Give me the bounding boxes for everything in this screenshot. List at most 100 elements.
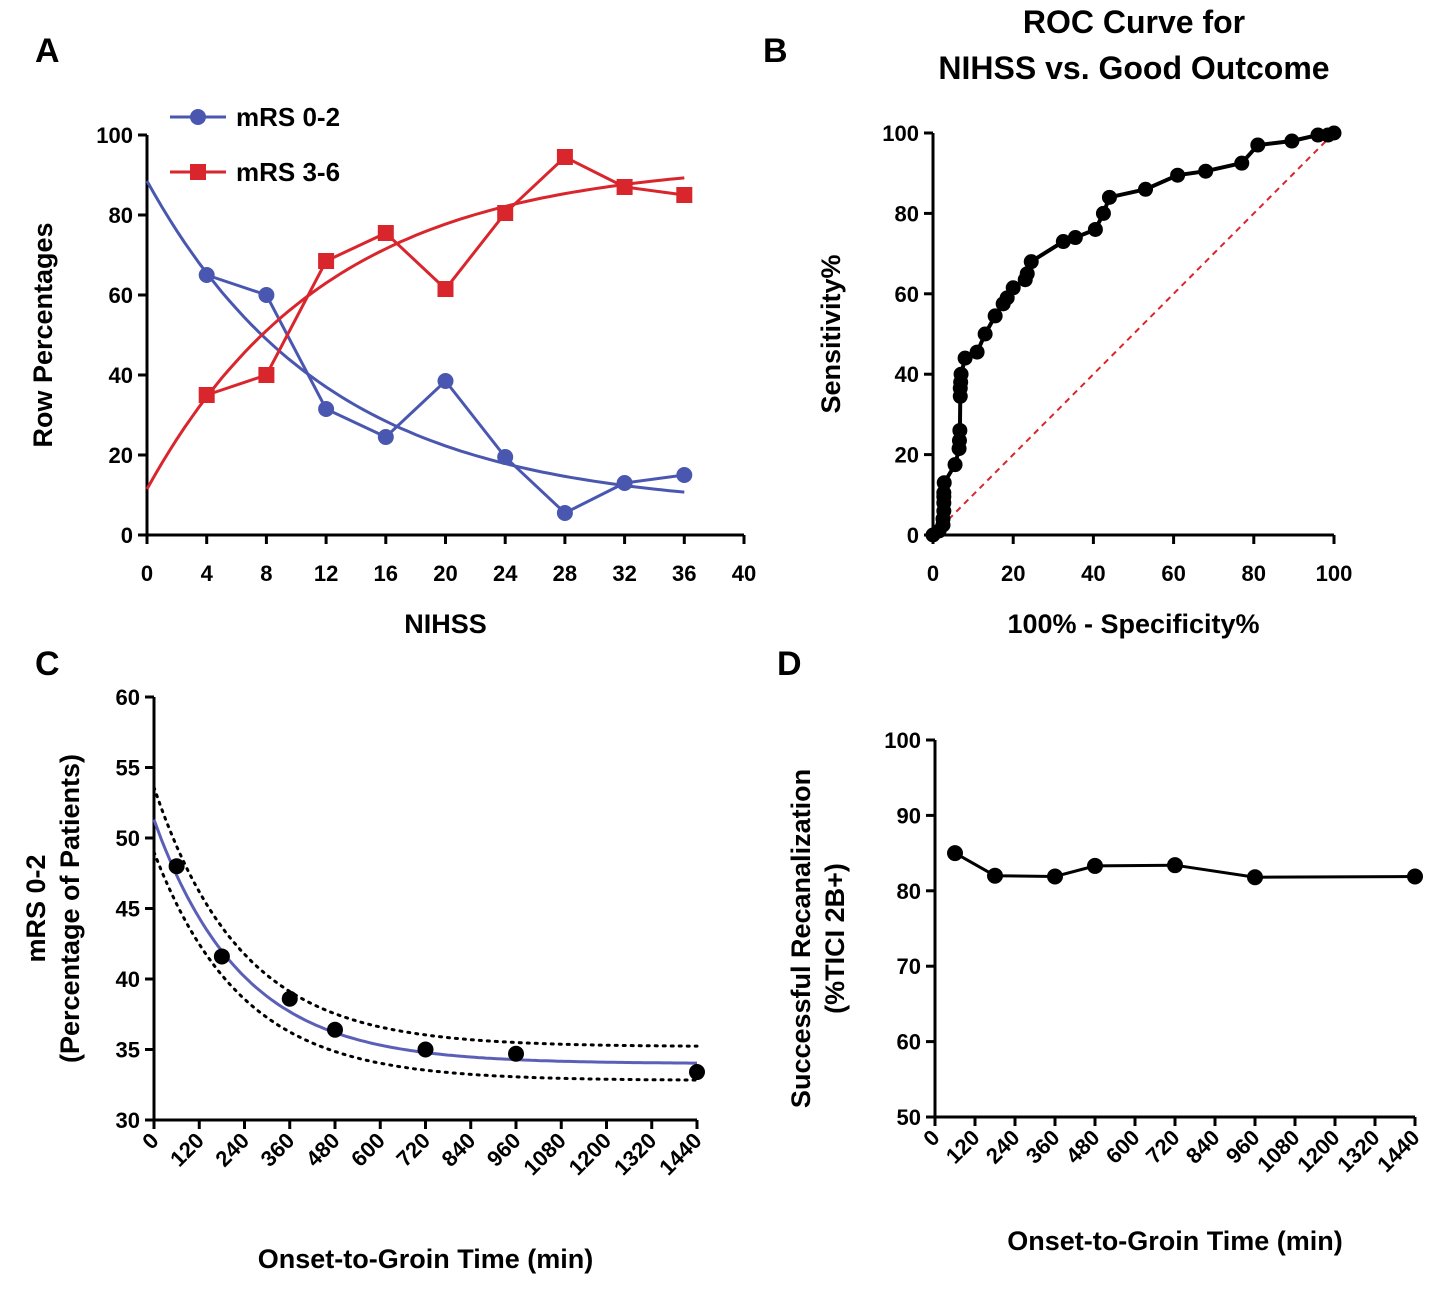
series-2 [145, 149, 693, 490]
x-tick-label: 4 [201, 561, 214, 586]
y-tick-label: 80 [897, 879, 921, 904]
data-point [437, 281, 454, 297]
roc-point [969, 344, 985, 360]
data-point [1087, 857, 1103, 874]
data-point [1047, 868, 1063, 885]
legend-label: mRS 3-6 [236, 157, 340, 187]
x-tick-label: 12 [314, 561, 338, 586]
roc-point [1005, 280, 1021, 296]
y-tick-label: 45 [116, 897, 140, 922]
x-axis-label: Onset-to-Groin Time (min) [258, 1244, 594, 1274]
reference-diagonal [932, 132, 1335, 536]
x-tick-label: 840 [1181, 1125, 1225, 1169]
y-tick-label: 90 [897, 803, 921, 828]
y-axis-label: (%TICI 2B+) [820, 863, 850, 1014]
x-tick-label: 100 [1316, 561, 1353, 586]
x-tick-label: 20 [433, 561, 457, 586]
data-point [198, 267, 215, 283]
roc-point [987, 308, 1003, 324]
series-1 [145, 180, 693, 521]
legend-label: mRS 0-2 [236, 102, 340, 132]
x-tick-label: 0 [141, 561, 153, 586]
chart-title: ROC Curve for [1023, 4, 1245, 40]
confidence-lower [152, 850, 699, 1082]
x-tick-label: 240 [981, 1125, 1025, 1169]
y-tick-label: 80 [109, 203, 133, 228]
roc-point [957, 350, 973, 366]
fit-curve [152, 819, 697, 1065]
data-point [318, 401, 335, 417]
confidence-upper [152, 785, 699, 1048]
x-tick-label: 32 [612, 561, 636, 586]
y-tick-label: 0 [121, 523, 133, 548]
y-axis-label: Row Percentages [28, 222, 58, 447]
x-tick-label: 120 [941, 1125, 985, 1169]
data-point [417, 1041, 434, 1058]
y-tick-label: 100 [884, 728, 921, 753]
x-tick-label: 0 [918, 1125, 944, 1151]
x-tick-label: 360 [256, 1128, 300, 1172]
roc-point [1234, 155, 1250, 171]
data-point [377, 429, 394, 445]
x-tick-label: 240 [210, 1128, 254, 1172]
roc-point [1095, 205, 1111, 221]
y-tick-label: 40 [116, 967, 140, 992]
y-tick-label: 60 [116, 685, 140, 710]
y-axis-label: Successful Recanalization [786, 769, 816, 1108]
panel-letter: C [35, 645, 60, 683]
data-point [556, 149, 573, 165]
y-axis-label: (Percentage of Patients) [55, 754, 85, 1063]
x-tick-label: 1200 [564, 1128, 616, 1180]
roc-series [925, 125, 1342, 543]
x-tick-label: 20 [1001, 561, 1025, 586]
x-tick-label: 840 [437, 1128, 481, 1172]
panel-letter: B [763, 32, 788, 70]
data-point [497, 449, 514, 465]
x-tick-label: 40 [732, 561, 756, 586]
x-tick-label: 1080 [1252, 1125, 1304, 1177]
data-point [377, 225, 394, 241]
y-tick-label: 100 [882, 121, 919, 146]
data-point [1167, 857, 1183, 874]
data-point [947, 845, 963, 862]
data-point [676, 467, 693, 483]
data-point [556, 505, 573, 521]
roc-point [952, 422, 968, 438]
y-tick-label: 20 [109, 443, 133, 468]
x-axis-label: 100% - Specificity% [1007, 609, 1259, 639]
x-tick-label: 720 [1141, 1125, 1185, 1169]
roc-point [1023, 254, 1039, 270]
data-point [1247, 869, 1263, 886]
x-tick-label: 80 [1242, 561, 1266, 586]
y-tick-label: 60 [895, 282, 919, 307]
y-tick-label: 50 [116, 826, 140, 851]
data-point [1407, 868, 1423, 885]
x-tick-label: 480 [1061, 1125, 1105, 1169]
data-point [497, 205, 514, 221]
x-axis-label: NIHSS [404, 609, 487, 639]
panel-letter: D [777, 645, 802, 683]
panel-a: A 0 20 40 60 80 100 0 4 8 12 16 20 24 28 32 36 40 NIHSS Row… [28, 32, 756, 639]
data-point [318, 253, 335, 269]
y-tick-label: 35 [116, 1038, 140, 1063]
panel-d: D506070809010001202403604806007208409601… [777, 645, 1425, 1256]
y-tick-label: 40 [895, 362, 919, 387]
series-line [206, 273, 685, 515]
roc-point [1198, 163, 1214, 179]
roc-point [1055, 234, 1071, 250]
x-tick-label: 60 [1161, 561, 1185, 586]
y-tick-label: 80 [895, 201, 919, 226]
data-point [258, 367, 275, 383]
roc-point [1284, 133, 1300, 149]
roc-point [1326, 125, 1342, 141]
data-point [213, 948, 230, 965]
x-tick-label: 360 [1021, 1125, 1065, 1169]
data-point [616, 179, 633, 195]
x-tick-label: 24 [493, 561, 518, 586]
chart-title: NIHSS vs. Good Outcome [938, 50, 1329, 86]
x-tick-label: 40 [1081, 561, 1105, 586]
roc-point [1019, 266, 1035, 282]
x-tick-label: 8 [260, 561, 272, 586]
